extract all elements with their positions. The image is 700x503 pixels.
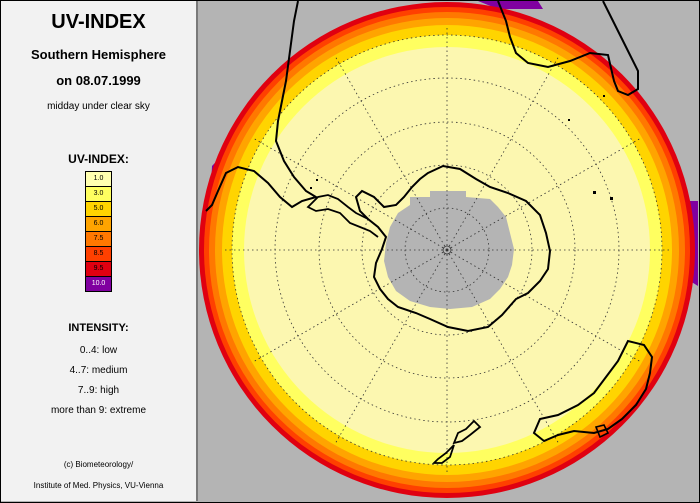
scale-swatch-7-5: 7.5 <box>86 232 111 247</box>
scale-swatch-10-0: 10.0 <box>86 277 111 291</box>
color-scale: 1.0 3.0 5.0 6.0 7.5 8.5 9.5 10.0 <box>85 171 112 292</box>
page-title: UV-INDEX <box>51 11 146 33</box>
scale-swatch-3-0: 3.0 <box>86 187 111 202</box>
region-subtitle: Southern Hemisphere <box>30 47 167 62</box>
intensity-medium: 4..7: medium <box>69 365 128 376</box>
graticule <box>223 26 671 474</box>
small-islands <box>310 95 613 200</box>
uv-map <box>198 1 698 501</box>
intensity-title: INTENSITY: <box>68 322 129 334</box>
south-america-coastline <box>205 1 319 212</box>
scale-swatch-8-5: 8.5 <box>86 247 111 262</box>
scale-swatch-9-5: 9.5 <box>86 262 111 277</box>
polar-night-area <box>384 191 514 309</box>
intensity-list: 0..4: low 4..7: medium 7..9: high more t… <box>1 341 196 421</box>
condition-note: midday under clear sky <box>47 101 150 112</box>
tasmania-coastline <box>594 424 610 439</box>
intensity-low: 0..4: low <box>79 345 118 356</box>
south-pole-marker <box>442 245 452 255</box>
australia-coastline <box>532 339 654 443</box>
scale-swatch-1-0: 1.0 <box>86 172 111 187</box>
credit-line-2: Institute of Med. Physics, VU-Vienna <box>33 481 164 490</box>
africa-coastline <box>497 1 639 97</box>
scale-swatch-6-0: 6.0 <box>86 217 111 232</box>
scale-title: UV-INDEX: <box>68 152 129 166</box>
antarctica-coastline <box>354 164 552 333</box>
new-zealand-coastline <box>431 419 482 464</box>
scale-swatch-5-0: 5.0 <box>86 202 111 217</box>
map-svg <box>199 1 698 498</box>
date-label: on 08.07.1999 <box>56 73 141 88</box>
intensity-extreme: more than 9: extreme <box>50 405 147 416</box>
antarctic-peninsula <box>306 194 379 238</box>
credit-line-1: (c) Biometeorology/ <box>63 460 134 469</box>
intensity-high: 7..9: high <box>77 385 120 396</box>
legend-panel: UV-INDEX Southern Hemisphere on 08.07.19… <box>1 1 198 501</box>
